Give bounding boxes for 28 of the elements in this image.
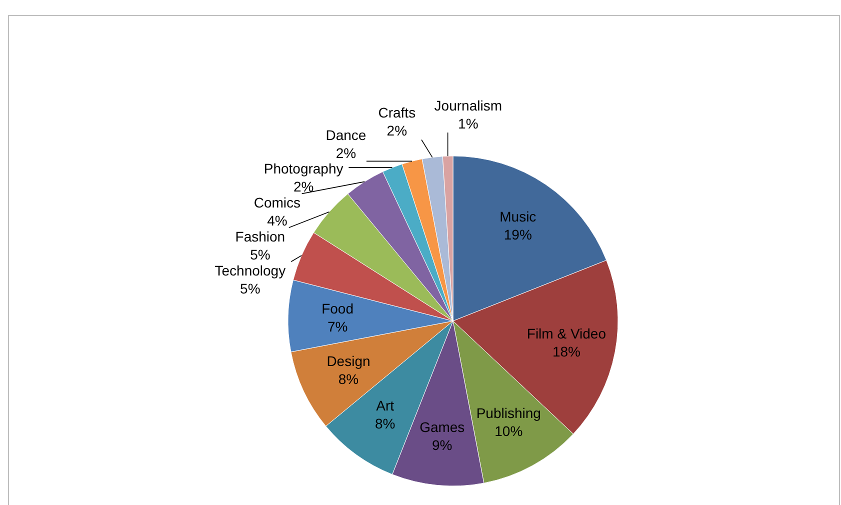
slice-label: Art	[376, 397, 394, 414]
data-label: 2%	[336, 144, 356, 161]
slice-label: Games	[420, 418, 465, 435]
data-label: 5%	[240, 280, 260, 297]
slice-label: Design	[326, 353, 370, 370]
data-label: 18%	[552, 344, 580, 360]
slice-label: Technology	[214, 262, 286, 279]
data-label: 1%	[458, 116, 478, 132]
data-label: 2%	[293, 178, 314, 195]
data-label: 10%	[494, 423, 523, 440]
slice-label: Crafts	[378, 104, 416, 121]
slice-label: Photography	[264, 160, 344, 177]
data-label: 19%	[504, 226, 532, 242]
data-label: 8%	[338, 371, 359, 388]
slice-label: Comics	[254, 194, 301, 211]
data-label: 2%	[386, 122, 408, 139]
data-label: 5%	[250, 246, 270, 263]
slice-label: Music	[500, 208, 536, 224]
data-label: 8%	[374, 415, 396, 432]
data-label: 7%	[327, 318, 348, 334]
slice-label: Fashion	[235, 228, 286, 245]
data-label: 9%	[432, 436, 452, 453]
slice-label: Publishing	[476, 405, 541, 422]
slice-label: Film & Video	[526, 326, 606, 342]
slice-label: Dance	[326, 126, 366, 143]
data-label: 4%	[267, 212, 288, 229]
slice-label: Journalism	[434, 98, 502, 114]
slice-label: Food	[322, 300, 354, 316]
